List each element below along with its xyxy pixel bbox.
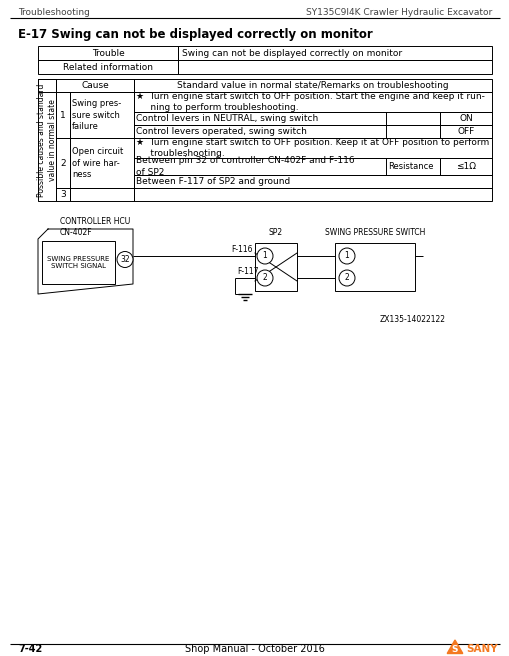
Bar	[56, 188, 70, 201]
Bar	[70, 92, 134, 138]
Bar	[334, 243, 414, 291]
Bar	[56, 79, 134, 92]
Text: Open circuit
of wire har-
ness: Open circuit of wire har- ness	[72, 148, 123, 178]
Bar	[134, 188, 491, 201]
Circle shape	[338, 248, 354, 264]
Text: Swing can not be displayed correctly on monitor: Swing can not be displayed correctly on …	[182, 49, 401, 58]
Text: 32: 32	[120, 255, 130, 264]
Bar	[70, 188, 134, 201]
Bar	[38, 60, 178, 74]
Text: SWING PRESSURE
SWITCH SIGNAL: SWING PRESSURE SWITCH SIGNAL	[47, 256, 109, 269]
Text: Possible causes and standard
value in normal state: Possible causes and standard value in no…	[37, 83, 58, 197]
Bar	[439, 158, 491, 175]
Text: Control levers operated, swing switch: Control levers operated, swing switch	[136, 127, 306, 136]
Text: 2: 2	[60, 159, 66, 167]
Bar	[134, 138, 491, 158]
Bar	[38, 79, 56, 92]
Bar	[134, 92, 491, 112]
Bar	[254, 243, 296, 291]
Bar	[134, 112, 491, 125]
Bar	[385, 125, 439, 138]
Text: SP2: SP2	[268, 228, 282, 237]
Bar	[42, 241, 115, 284]
Text: Shop Manual - October 2016: Shop Manual - October 2016	[185, 644, 324, 654]
Text: S: S	[451, 646, 458, 655]
Text: Control levers in NEUTRAL, swing switch: Control levers in NEUTRAL, swing switch	[136, 114, 318, 123]
Text: Troubleshooting: Troubleshooting	[18, 8, 90, 17]
Bar	[178, 46, 491, 60]
Text: ≤1Ω: ≤1Ω	[455, 162, 475, 171]
Bar	[439, 112, 491, 125]
Bar	[134, 175, 491, 188]
Text: Standard value in normal state/Remarks on troubleshooting: Standard value in normal state/Remarks o…	[177, 81, 448, 90]
Bar	[439, 125, 491, 138]
Bar	[385, 158, 439, 175]
Text: Swing pres-
sure switch
failure: Swing pres- sure switch failure	[72, 100, 121, 131]
Text: 1: 1	[60, 110, 66, 119]
Text: 3: 3	[60, 190, 66, 199]
Text: 1: 1	[344, 251, 349, 260]
Bar	[385, 112, 439, 125]
Text: 2: 2	[344, 274, 349, 283]
Text: Related information: Related information	[63, 62, 153, 72]
Text: Resistance: Resistance	[387, 162, 433, 171]
Text: ZX135-14022122: ZX135-14022122	[379, 315, 445, 324]
Text: ★  Turn engine start switch to OFF position. Keep it at OFF position to perform
: ★ Turn engine start switch to OFF positi…	[136, 138, 488, 158]
Circle shape	[117, 251, 133, 268]
Text: SY135C9I4K Crawler Hydraulic Excavator: SY135C9I4K Crawler Hydraulic Excavator	[305, 8, 491, 17]
Text: SWING PRESSURE SWITCH: SWING PRESSURE SWITCH	[324, 228, 425, 237]
Bar	[56, 92, 70, 138]
Bar	[134, 79, 491, 92]
Text: ★  Turn engine start switch to OFF position. Start the engine and keep it run-
 : ★ Turn engine start switch to OFF positi…	[136, 92, 484, 112]
Circle shape	[257, 248, 272, 264]
Circle shape	[257, 270, 272, 286]
Bar	[38, 46, 178, 60]
Text: OFF: OFF	[457, 127, 474, 136]
Bar	[134, 125, 491, 138]
Text: F-117: F-117	[237, 267, 258, 276]
Text: Cause: Cause	[81, 81, 108, 90]
Text: SANY: SANY	[465, 644, 497, 654]
Text: Between pin 32 of controller CN-402F and F-116
of SP2: Between pin 32 of controller CN-402F and…	[136, 156, 354, 176]
Text: CONTROLLER HCU
CN-402F: CONTROLLER HCU CN-402F	[60, 217, 130, 237]
Text: Trouble: Trouble	[92, 49, 124, 58]
Circle shape	[338, 270, 354, 286]
Bar	[56, 138, 70, 188]
Text: F-116: F-116	[231, 245, 252, 254]
Text: E-17 Swing can not be displayed correctly on monitor: E-17 Swing can not be displayed correctl…	[18, 28, 372, 41]
Text: ON: ON	[458, 114, 472, 123]
Bar	[178, 60, 491, 74]
Text: 1: 1	[262, 251, 267, 260]
Bar	[38, 79, 56, 201]
Text: 7-42: 7-42	[18, 644, 42, 654]
Text: Between F-117 of SP2 and ground: Between F-117 of SP2 and ground	[136, 177, 290, 186]
Bar	[70, 138, 134, 188]
Text: 2: 2	[262, 274, 267, 283]
Bar	[134, 158, 491, 175]
